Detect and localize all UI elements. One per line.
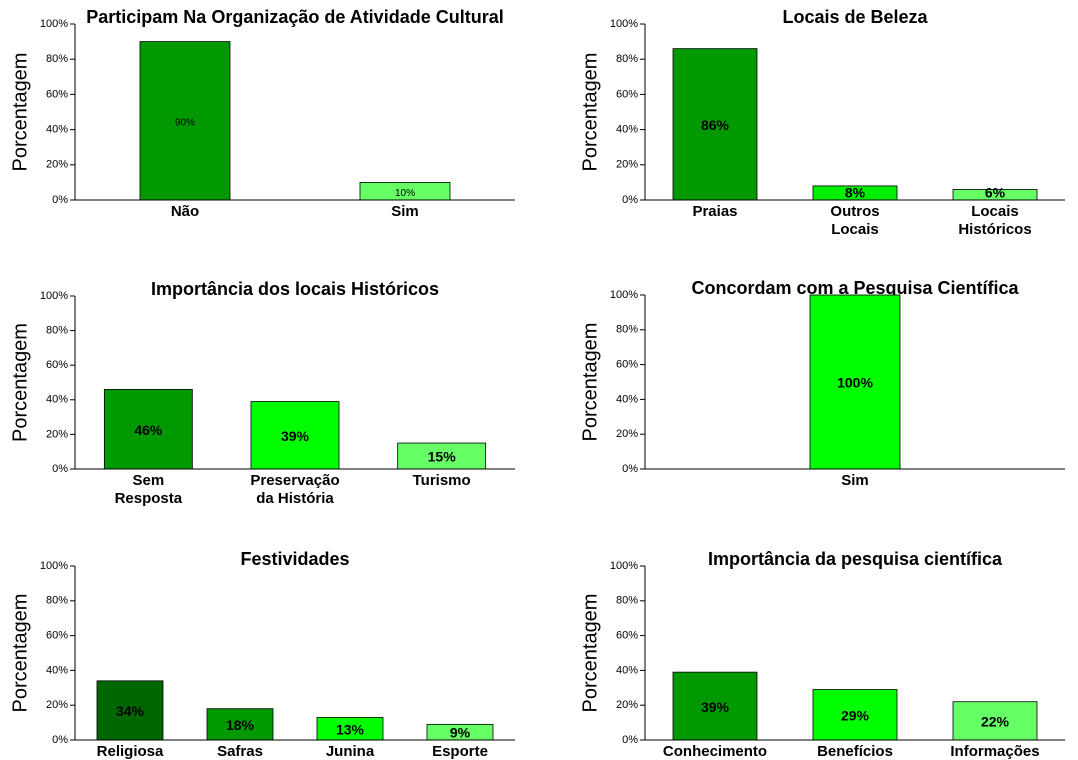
x-tick-label: Religiosa [97,743,164,760]
y-tick-label: 100% [610,18,638,30]
chart-title: Concordam com a Pesquisa Científica [691,278,1019,298]
chart-title: Participam Na Organização de Atividade C… [86,7,503,27]
chart-title: Locais de Beleza [782,7,928,27]
y-tick-label: 40% [46,394,68,406]
chart-title: Importância da pesquisa científica [708,549,1003,569]
bar [96,680,164,741]
value-label: 46% [134,422,163,438]
x-tick-label: Turismo [413,472,471,489]
value-label: 39% [701,699,730,715]
y-axis-label: Porcentagem [579,594,601,713]
x-tick-label: Sim [841,472,869,489]
y-tick-label: 40% [616,664,638,676]
y-tick-label: 0% [52,463,68,475]
y-tick-label: 60% [46,630,68,642]
y-tick-label: 20% [46,428,68,440]
y-axis-label: Porcentagem [9,594,31,713]
y-tick-label: 0% [52,734,68,746]
y-tick-label: 0% [52,194,68,206]
y-tick-label: 60% [616,88,638,100]
y-tick-label: 100% [40,560,68,572]
y-tick-label: 40% [616,124,638,136]
value-label: 90% [175,117,195,128]
y-tick-label: 100% [40,18,68,30]
x-tick-label: Sem Resposta [115,472,183,507]
y-tick-label: 20% [616,159,638,171]
y-tick-label: 60% [616,359,638,371]
x-tick-label: Junina [326,743,375,760]
chart-panel: Importância da pesquisa científica Porcen… [579,549,1065,760]
y-axis-label: Porcentagem [9,323,31,442]
y-tick-label: 80% [46,595,68,607]
x-tick-label: Safras [217,743,263,760]
x-tick-label: Conhecimento [663,743,767,760]
bar [952,701,1038,741]
y-axis-label: Porcentagem [579,323,601,442]
chart-panel: Participam Na Organização de Atividade C… [9,7,515,220]
bar [672,48,758,201]
bar [672,671,758,741]
y-tick-label: 40% [46,124,68,136]
chart-title: Importância dos locais Históricos [151,279,439,299]
x-tick-label: Locais Históricos [958,203,1031,238]
value-label: 29% [841,707,870,723]
value-label: 10% [395,188,415,199]
chart-panel: Concordam com a Pesquisa Científica Porce… [579,278,1065,489]
y-tick-label: 60% [46,359,68,371]
value-label: 86% [701,117,730,133]
bar [103,389,193,470]
bar [397,442,487,470]
y-tick-label: 0% [622,463,638,475]
value-label: 34% [116,703,145,719]
x-tick-label: Não [171,203,199,220]
y-tick-label: 40% [46,664,68,676]
y-axis-label: Porcentagem [9,53,31,172]
x-tick-label: Outros Locais [830,203,879,238]
y-tick-label: 20% [46,699,68,711]
chart-title: Festividades [240,549,349,569]
bar [206,708,274,741]
x-tick-label: Praias [692,203,737,220]
value-label: 22% [981,714,1010,730]
y-tick-label: 80% [46,53,68,65]
x-tick-label: Informações [950,743,1039,760]
chart-panel: Importância dos locais Históricos Porcent… [9,279,515,507]
x-tick-label: Sim [391,203,419,220]
y-tick-label: 80% [616,53,638,65]
value-label: 100% [837,375,873,391]
chart-panel: Locais de Beleza Porcentagem 0% 20% 40% 60% 80… [579,7,1065,238]
y-tick-label: 20% [46,159,68,171]
y-tick-label: 80% [616,324,638,336]
bar [809,294,901,470]
value-label: 6% [985,185,1006,201]
y-tick-label: 40% [616,393,638,405]
y-tick-label: 20% [616,428,638,440]
value-label: 8% [845,185,866,201]
y-tick-label: 80% [46,325,68,337]
y-tick-label: 20% [616,699,638,711]
x-tick-label: Benefícios [817,743,893,760]
y-tick-label: 0% [622,734,638,746]
y-tick-label: 100% [610,560,638,572]
y-tick-label: 80% [616,595,638,607]
y-tick-label: 60% [616,630,638,642]
chart-panel: Festividades Porcentagem 0% 20% 40% 60% 80% 100… [9,549,515,760]
value-label: 39% [281,428,310,444]
y-tick-label: 100% [40,290,68,302]
y-axis-label: Porcentagem [579,53,601,172]
value-label: 9% [450,725,471,741]
y-tick-label: 100% [610,289,638,301]
value-label: 18% [226,717,255,733]
value-label: 13% [336,721,365,737]
y-tick-label: 60% [46,88,68,100]
y-tick-label: 0% [622,194,638,206]
value-label: 15% [428,449,457,465]
x-tick-label: Esporte [432,743,488,760]
x-tick-label: Preservação da História [250,472,339,507]
